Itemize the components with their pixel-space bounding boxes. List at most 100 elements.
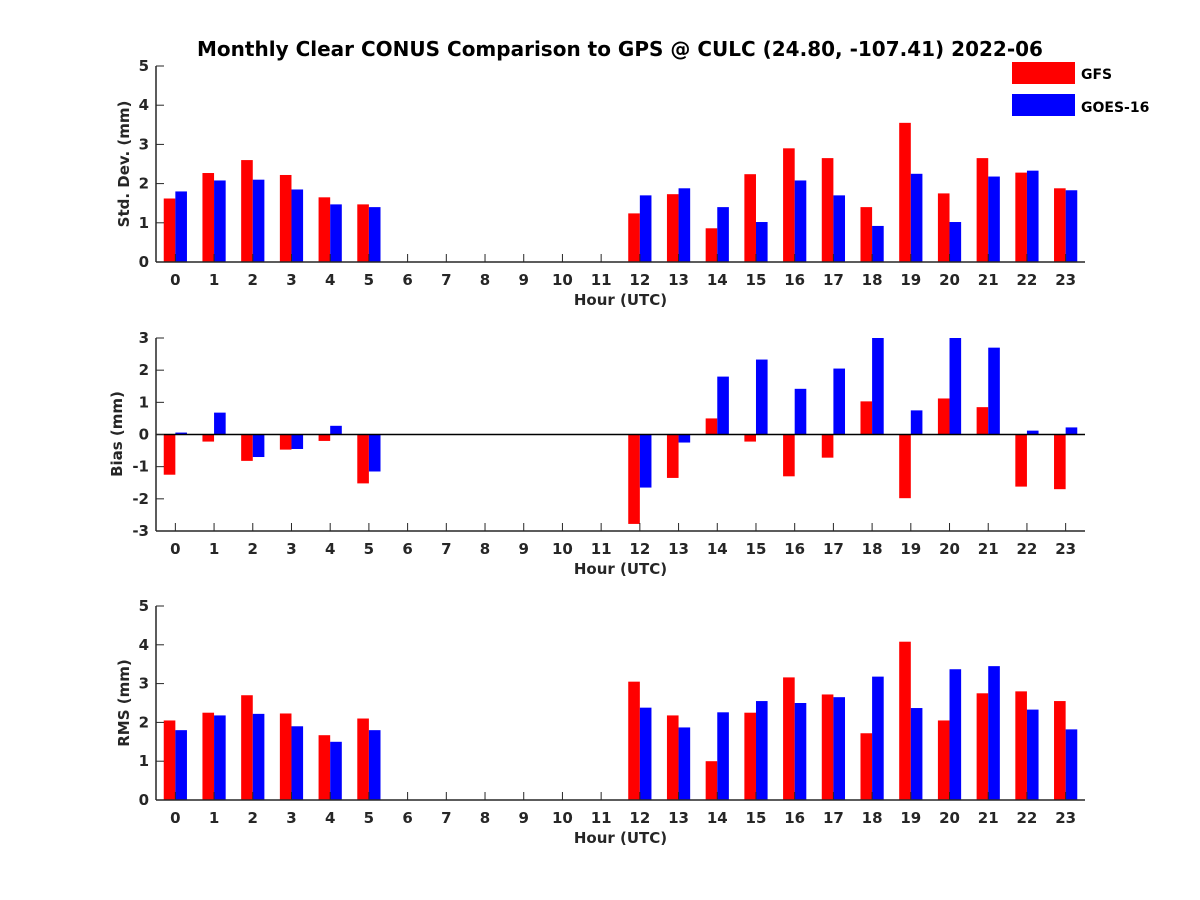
x-tick-label: 3: [286, 540, 296, 558]
x-tick-label: 17: [823, 540, 844, 558]
bar-gfs-hour-22: [1015, 691, 1027, 800]
bar-gfs-hour-0: [163, 198, 176, 262]
x-tick-label: 6: [402, 809, 412, 827]
x-tick-label: 8: [480, 809, 490, 827]
x-tick-label: 5: [364, 809, 374, 827]
bar-gfs-hour-16: [783, 677, 795, 800]
x-tick-label: 21: [978, 271, 999, 289]
x-tick-label: 5: [364, 540, 374, 558]
bar-gfs-hour-17: [821, 694, 834, 800]
legend-swatch-gfs: [1012, 62, 1075, 84]
figure-title: Monthly Clear CONUS Comparison to GPS @ …: [197, 37, 1043, 61]
y-tick-label: 4: [139, 96, 149, 114]
bar-goes16-hour-17: [833, 368, 846, 435]
x-tick-label: 14: [707, 809, 728, 827]
bar-goes16-hour-23: [1065, 190, 1078, 262]
x-axis-label: Hour (UTC): [574, 829, 667, 847]
x-tick-label: 20: [939, 540, 960, 558]
x-tick-label: 16: [784, 271, 805, 289]
y-tick-label: 5: [139, 57, 149, 75]
y-tick-label: -3: [132, 522, 149, 540]
x-tick-label: 7: [441, 540, 451, 558]
x-tick-label: 22: [1017, 271, 1038, 289]
bar-gfs-hour-18: [860, 401, 873, 435]
x-axis-label: Hour (UTC): [574, 560, 667, 578]
bar-gfs-hour-2: [241, 160, 253, 262]
bar-goes16-hour-22: [1026, 709, 1039, 800]
bar-gfs-hour-20: [937, 193, 950, 262]
x-tick-label: 9: [519, 809, 529, 827]
bar-goes16-hour-19: [910, 173, 923, 262]
bar-gfs-hour-21: [976, 693, 989, 800]
bar-goes16-hour-0: [175, 191, 187, 262]
bar-gfs-hour-1: [202, 173, 215, 262]
x-tick-label: 12: [629, 809, 650, 827]
bar-goes16-hour-15: [755, 359, 768, 435]
bar-gfs-hour-4: [318, 735, 331, 800]
y-tick-label: 1: [139, 393, 149, 411]
x-tick-label: 18: [862, 271, 883, 289]
x-tick-label: 12: [629, 271, 650, 289]
x-tick-label: 5: [364, 271, 374, 289]
bar-goes16-hour-2: [252, 179, 265, 262]
x-tick-label: 21: [978, 540, 999, 558]
bar-goes16-hour-22: [1026, 170, 1039, 262]
x-tick-label: 22: [1017, 809, 1038, 827]
x-tick-label: 15: [746, 809, 767, 827]
bar-goes16-hour-18: [872, 676, 884, 800]
bar-goes16-hour-4: [330, 204, 342, 262]
bar-goes16-hour-21: [988, 666, 1000, 800]
bar-goes16-hour-12: [639, 195, 652, 262]
bar-goes16-hour-20: [949, 669, 962, 800]
x-tick-label: 0: [170, 271, 180, 289]
x-tick-label: 19: [900, 809, 921, 827]
bar-goes16-hour-1: [214, 412, 226, 435]
bar-goes16-hour-18: [872, 225, 884, 262]
bar-goes16-hour-4: [330, 741, 342, 800]
bar-goes16-hour-3: [291, 189, 304, 262]
bar-gfs-hour-17: [821, 434, 834, 458]
x-tick-label: 1: [209, 540, 219, 558]
bar-gfs-hour-13: [666, 715, 679, 800]
bar-goes16-hour-1: [214, 715, 226, 800]
bar-gfs-hour-12: [628, 434, 640, 524]
legend-swatch-goes16: [1012, 94, 1075, 116]
bar-gfs-hour-22: [1015, 434, 1027, 487]
x-tick-label: 17: [823, 809, 844, 827]
bar-goes16-hour-13: [678, 434, 691, 443]
y-tick-label: 3: [139, 135, 149, 153]
bar-goes16-hour-22: [1026, 430, 1039, 435]
bar-goes16-hour-2: [252, 713, 265, 800]
bar-gfs-hour-0: [163, 434, 176, 475]
bar-goes16-hour-14: [717, 712, 729, 800]
bar-gfs-hour-18: [860, 207, 873, 262]
y-tick-label: 3: [139, 675, 149, 693]
bar-gfs-hour-1: [202, 712, 215, 800]
x-tick-label: 1: [209, 271, 219, 289]
bar-gfs-hour-21: [976, 407, 989, 435]
bar-goes16-hour-3: [291, 726, 304, 800]
x-tick-label: 17: [823, 271, 844, 289]
bar-goes16-hour-20: [949, 338, 962, 435]
x-tick-label: 10: [552, 809, 573, 827]
bar-gfs-hour-16: [783, 434, 795, 477]
bar-gfs-hour-14: [705, 418, 718, 435]
bar-gfs-hour-0: [163, 720, 176, 800]
y-tick-label: -2: [132, 490, 149, 508]
x-tick-label: 3: [286, 271, 296, 289]
bar-goes16-hour-23: [1065, 729, 1078, 800]
bar-goes16-hour-20: [949, 222, 962, 262]
x-tick-label: 11: [591, 809, 612, 827]
bar-goes16-hour-4: [330, 425, 342, 435]
bar-goes16-hour-15: [755, 701, 768, 800]
x-tick-label: 0: [170, 540, 180, 558]
x-tick-label: 22: [1017, 540, 1038, 558]
bar-gfs-hour-5: [357, 434, 369, 484]
bar-goes16-hour-5: [368, 207, 381, 262]
bar-goes16-hour-14: [717, 207, 729, 262]
x-tick-label: 11: [591, 271, 612, 289]
x-tick-label: 18: [862, 809, 883, 827]
